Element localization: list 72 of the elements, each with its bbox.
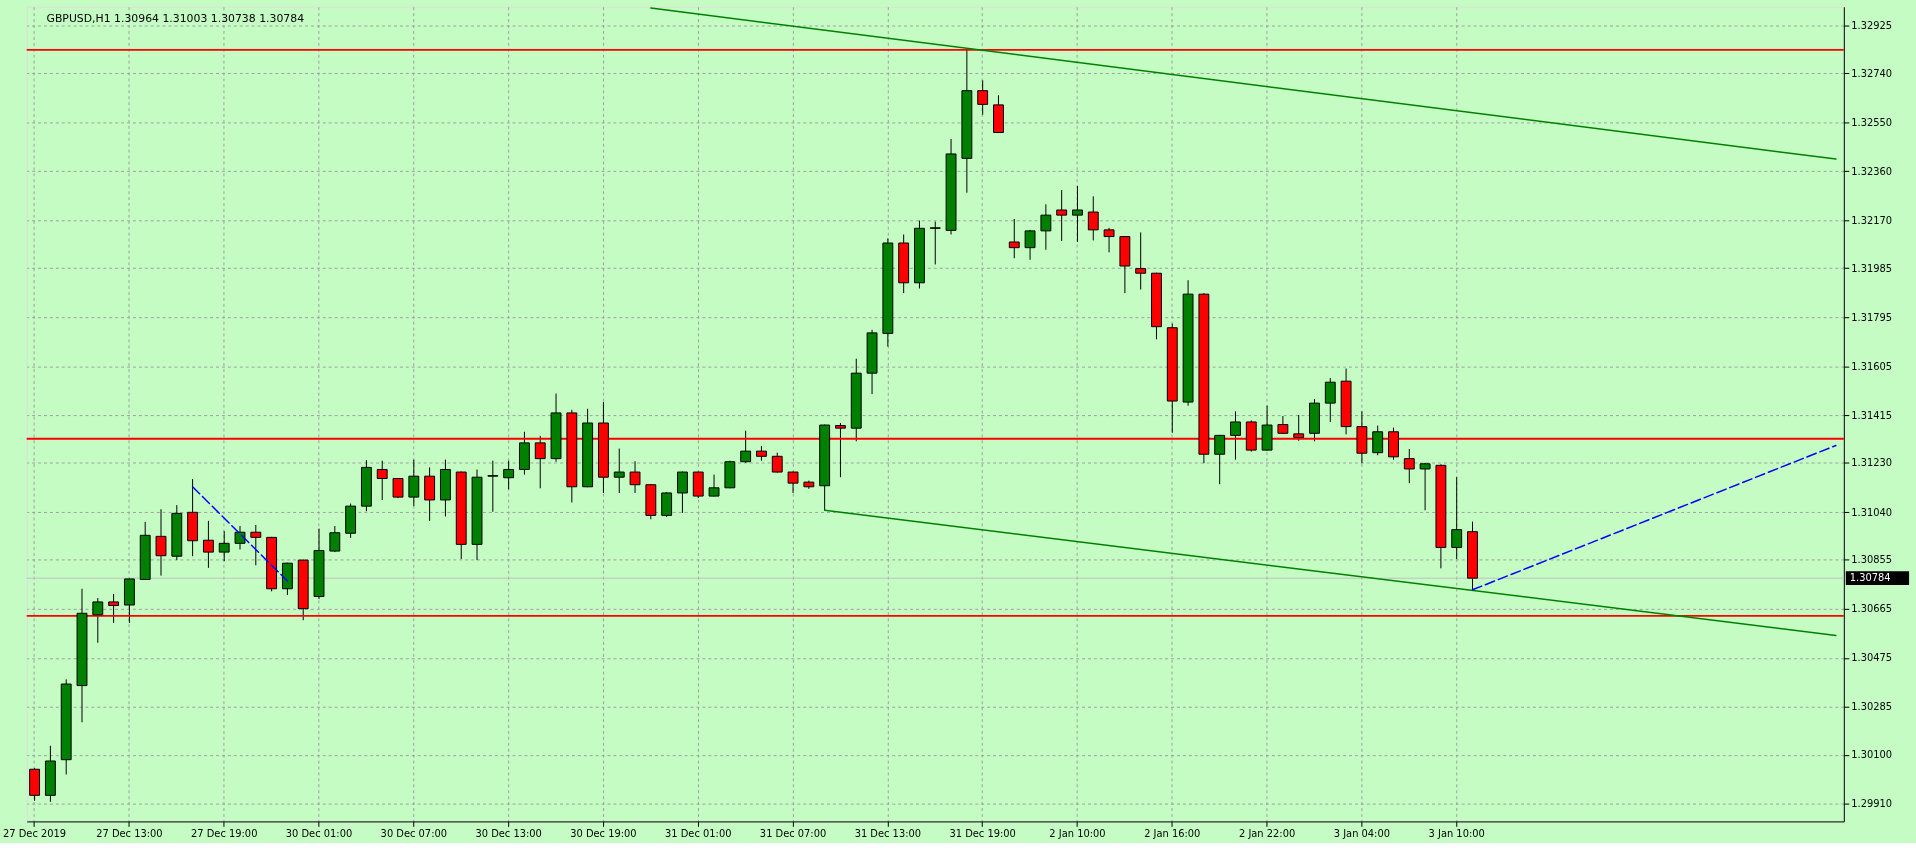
candlestick bbox=[1214, 434, 1226, 485]
y-tick-label: 1.30855 bbox=[1851, 554, 1893, 566]
chart-title: GBPUSD,H1 1.30964 1.31003 1.30738 1.30784 bbox=[46, 11, 305, 25]
y-tick-label: 1.32360 bbox=[1851, 165, 1893, 177]
ref-line-label: 1.30784 bbox=[1849, 572, 1891, 584]
y-tick-label: 1.31415 bbox=[1851, 409, 1893, 421]
candlestick bbox=[1103, 227, 1115, 253]
x-tick-label: 27 Dec 19:00 bbox=[191, 827, 258, 839]
x-tick-label: 31 Dec 13:00 bbox=[854, 827, 922, 839]
y-tick-label: 1.31040 bbox=[1851, 506, 1893, 518]
y-tick-label: 1.30285 bbox=[1851, 701, 1893, 713]
candlestick bbox=[329, 525, 341, 553]
candlestick bbox=[1135, 231, 1147, 290]
y-tick-label: 1.32550 bbox=[1851, 116, 1893, 128]
candlestick bbox=[376, 460, 388, 501]
candlestick bbox=[487, 460, 499, 513]
x-tick-label: 2 Jan 22:00 bbox=[1238, 827, 1296, 839]
x-tick-label: 31 Dec 07:00 bbox=[759, 827, 827, 839]
y-tick-label: 1.31605 bbox=[1851, 360, 1893, 372]
candlestick bbox=[1072, 185, 1083, 243]
candlestick bbox=[408, 459, 420, 507]
candlestick bbox=[155, 508, 167, 577]
x-tick-label: 3 Jan 04:00 bbox=[1333, 827, 1391, 839]
candlestick bbox=[787, 471, 799, 494]
y-tick-label: 1.29910 bbox=[1851, 798, 1893, 810]
x-tick-label: 30 Dec 01:00 bbox=[285, 827, 353, 839]
candlestick bbox=[1372, 425, 1384, 456]
candlestick bbox=[250, 524, 262, 566]
candlestick bbox=[1324, 377, 1336, 423]
x-tick-label: 30 Dec 19:00 bbox=[570, 827, 637, 839]
candlestick bbox=[503, 460, 515, 490]
candlestick bbox=[1403, 448, 1415, 484]
y-tick-label: 1.32925 bbox=[1851, 19, 1893, 31]
y-tick-label: 1.30475 bbox=[1851, 652, 1893, 664]
candlestick bbox=[1024, 229, 1036, 261]
candlestick bbox=[1087, 195, 1099, 241]
y-tick-label: 1.31985 bbox=[1851, 262, 1893, 274]
candlestick bbox=[1056, 189, 1068, 242]
y-tick-label: 1.30100 bbox=[1851, 749, 1893, 761]
candlestick bbox=[1230, 410, 1241, 461]
y-tick-label: 1.32170 bbox=[1851, 214, 1893, 226]
candlestick bbox=[1419, 462, 1431, 511]
candlestick bbox=[218, 530, 230, 562]
candlestick bbox=[677, 471, 688, 514]
x-tick-label: 2 Jan 10:00 bbox=[1049, 827, 1106, 839]
candlestick bbox=[613, 448, 625, 494]
candlestick bbox=[424, 466, 436, 522]
candlestick bbox=[929, 221, 941, 265]
x-tick-label: 30 Dec 13:00 bbox=[475, 827, 542, 839]
x-tick-label: 2 Jan 16:00 bbox=[1144, 827, 1201, 839]
candlestick bbox=[661, 491, 673, 518]
x-tick-label: 3 Jan 10:00 bbox=[1428, 827, 1485, 839]
candlestick bbox=[1008, 218, 1020, 259]
candlestick bbox=[92, 597, 104, 644]
candlestick bbox=[977, 79, 989, 116]
x-tick-label: 27 Dec 13:00 bbox=[96, 827, 163, 839]
x-tick-label: 27 Dec 2019 bbox=[3, 827, 67, 839]
candlestick bbox=[740, 430, 752, 464]
y-tick-label: 1.32740 bbox=[1851, 67, 1893, 79]
candlestick bbox=[771, 452, 783, 474]
x-tick-label: 31 Dec 19:00 bbox=[949, 827, 1016, 839]
candlestick bbox=[1451, 476, 1463, 560]
x-tick-label: 31 Dec 01:00 bbox=[665, 827, 732, 839]
candlestick bbox=[1040, 203, 1052, 251]
y-tick-label: 1.30665 bbox=[1851, 603, 1893, 615]
candlestick bbox=[708, 474, 720, 498]
candlestick bbox=[629, 460, 641, 494]
candlestick bbox=[202, 520, 214, 569]
y-tick-label: 1.31230 bbox=[1851, 457, 1893, 469]
x-tick-label: 30 Dec 07:00 bbox=[380, 827, 448, 839]
y-tick-label: 1.31795 bbox=[1851, 311, 1893, 323]
candlestick bbox=[234, 525, 246, 551]
